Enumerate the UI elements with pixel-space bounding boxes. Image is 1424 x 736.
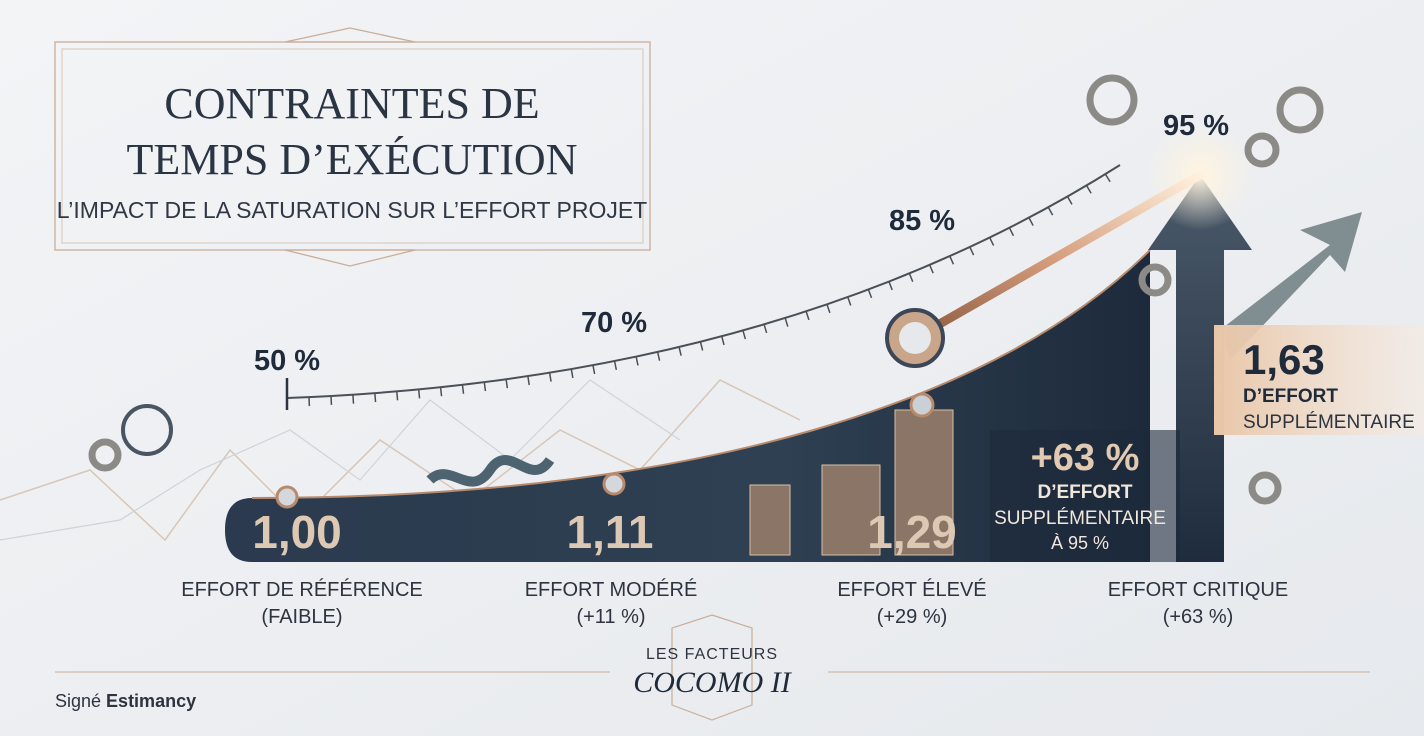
gauge-minor-tick — [1028, 217, 1034, 226]
level-label: EFFORT CRITIQUE — [1108, 579, 1288, 601]
title-line: TEMPS D’EXÉCUTION — [127, 135, 578, 184]
gauge-minor-tick — [949, 255, 955, 265]
gauge-label: 95 % — [1163, 110, 1229, 142]
gauge-minor-tick — [969, 246, 975, 256]
gauge-minor-tick — [1085, 185, 1092, 194]
gauge-label: 50 % — [254, 345, 320, 377]
gauge-minor-tick — [352, 394, 355, 404]
decor-line — [0, 379, 681, 541]
gears — [88, 74, 1324, 505]
result-value: 1,63 — [1243, 336, 1325, 383]
gauge-minor-tick — [570, 368, 574, 379]
level-label: (+63 %) — [1163, 606, 1234, 628]
gauge-minor-tick — [699, 341, 704, 351]
gauge-minor-tick — [483, 382, 487, 392]
gauge-minor-tick — [784, 317, 789, 327]
logo-top: LES FACTEURS — [646, 646, 778, 663]
marker — [909, 392, 935, 418]
level-label: (+11 %) — [576, 606, 645, 628]
gauge-minor-tick — [505, 379, 509, 389]
gauge-minor-tick — [720, 336, 725, 346]
gauge-minor-tick — [635, 356, 639, 366]
band-edge — [251, 249, 1151, 499]
gauge-minor-tick — [888, 281, 893, 291]
gauge-minor-tick — [988, 237, 995, 246]
result-box — [1214, 325, 1424, 435]
gauge-minor-tick — [742, 330, 747, 340]
marker — [602, 472, 626, 496]
level-label: EFFORT ÉLEVÉ — [837, 578, 986, 601]
gauge-minor-tick — [527, 375, 530, 386]
gauge-minor-tick — [847, 296, 852, 306]
trend-arrow — [1220, 212, 1362, 360]
title-frame — [54, 27, 651, 267]
gauge-minor-tick — [928, 264, 934, 274]
logo-frame — [671, 614, 753, 721]
gauge-minor-tick — [439, 387, 443, 397]
callout-value: +63 % — [1031, 437, 1140, 479]
gauge-minor-tick — [1008, 227, 1015, 237]
callout-text: SUPPLÉMENTAIRE — [994, 508, 1166, 529]
level-label: EFFORT MODÉRÉ — [525, 578, 698, 601]
gauge-minor-tick — [461, 384, 465, 394]
stopwatch — [121, 404, 173, 456]
subtitle: L’IMPACT DE LA SATURATION SUR L’EFFORT P… — [57, 197, 647, 223]
stacks — [749, 409, 954, 556]
callout-bg — [990, 430, 1180, 562]
gauge-minor-tick — [396, 391, 399, 401]
critical-arrow — [1148, 175, 1252, 562]
marker — [275, 485, 299, 509]
needle-hub-center — [899, 322, 931, 354]
effort-value: 1,00 — [252, 506, 342, 558]
level-label: (FAIBLE) — [261, 606, 342, 628]
level-label: EFFORT DE RÉFÉRENCE — [181, 578, 423, 601]
callout-text: À 95 % — [1051, 533, 1109, 553]
result-text: D’EFFORT — [1243, 386, 1338, 407]
gauge-minor-tick — [1047, 206, 1054, 216]
logo-name: COCOMO II — [633, 666, 792, 699]
gauge-minor-tick — [908, 273, 914, 282]
gauge-label: 70 % — [581, 307, 647, 339]
callout-text: D’EFFORT — [1038, 482, 1133, 503]
gauge-minor-tick — [1104, 173, 1111, 183]
gauge-minor-tick — [678, 346, 682, 356]
gauge-minor-tick — [548, 372, 552, 382]
signature-brand: Estimancy — [106, 691, 196, 711]
gauge-minor-tick — [374, 393, 377, 403]
gauge-needle — [910, 170, 1205, 343]
level-label: (+29 %) — [877, 606, 948, 628]
title-line: CONTRAINTES DE — [164, 79, 539, 128]
gauge-minor-tick — [805, 311, 810, 321]
gauge-minor-tick — [1066, 196, 1073, 205]
gauge-minor-tick — [613, 360, 618, 370]
gauge-minor-tick — [867, 289, 873, 299]
effort-value: 1,11 — [567, 506, 654, 558]
gauge-arc — [286, 164, 1121, 399]
effort-value: 1,29 — [867, 506, 957, 558]
gauge-minor-tick — [592, 365, 596, 375]
gauge-minor-tick — [763, 324, 768, 334]
gauge-minor-tick — [656, 351, 661, 361]
signature-prefix: Signé — [55, 691, 101, 711]
signature: Signé Estimancy — [55, 691, 196, 711]
decor-line — [0, 379, 801, 542]
gauge-minor-tick — [826, 304, 831, 314]
gauge-minor-tick — [417, 389, 421, 399]
result-text: SUPPLÉMENTAIRE — [1243, 412, 1415, 433]
gauge-label: 85 % — [889, 205, 955, 237]
decor-road — [426, 455, 555, 487]
